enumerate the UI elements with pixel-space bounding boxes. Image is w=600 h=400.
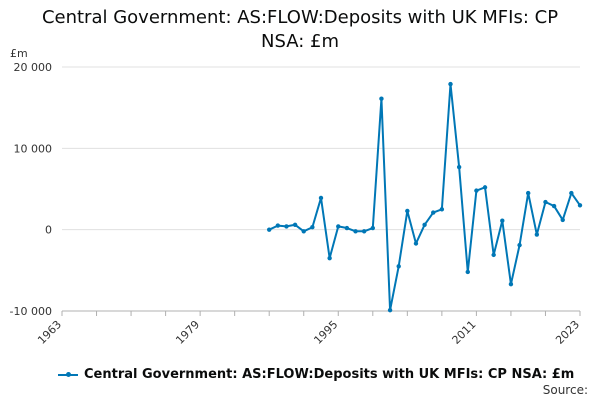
- data-point[interactable]: [517, 242, 522, 248]
- data-point[interactable]: [422, 222, 427, 227]
- data-point[interactable]: [543, 199, 548, 205]
- data-point[interactable]: [353, 229, 358, 234]
- data-point[interactable]: [284, 224, 289, 229]
- data-point[interactable]: [500, 218, 505, 223]
- data-point[interactable]: [405, 208, 410, 214]
- data-point[interactable]: [292, 222, 298, 227]
- series-layer: [267, 81, 583, 313]
- data-point[interactable]: [465, 269, 470, 275]
- data-point[interactable]: [344, 225, 350, 231]
- data-point[interactable]: [370, 225, 375, 231]
- x-tick-label: 2023: [553, 318, 582, 347]
- data-point[interactable]: [413, 241, 419, 246]
- data-point[interactable]: [396, 264, 401, 269]
- axes: -10 000 0 10 000 20 000 1963 1979 1995 2011 2023: [10, 61, 583, 347]
- y-tick-label: 10 000: [14, 142, 53, 155]
- x-tick-label: 1979: [173, 318, 202, 347]
- data-point[interactable]: [310, 225, 315, 230]
- series-line: [268, 83, 581, 312]
- data-point[interactable]: [301, 229, 306, 234]
- unit-label: £m: [10, 47, 28, 60]
- chart-title: Central Government: AS:FLOW:Deposits wit…: [41, 7, 559, 52]
- data-point[interactable]: [379, 96, 384, 101]
- x-tick-label: 1995: [311, 318, 340, 347]
- data-point[interactable]: [275, 223, 281, 228]
- legend-label: Central Government: AS:FLOW:Deposits wit…: [84, 367, 575, 382]
- data-point[interactable]: [482, 185, 488, 190]
- y-tick-label: 20 000: [14, 61, 53, 74]
- data-point[interactable]: [569, 190, 574, 196]
- legend-swatch-icon: [58, 370, 78, 380]
- data-point[interactable]: [336, 224, 341, 229]
- x-tick-label: 2011: [450, 318, 479, 347]
- data-point[interactable]: [534, 232, 540, 237]
- data-point[interactable]: [431, 210, 436, 215]
- data-point[interactable]: [439, 207, 445, 212]
- data-point[interactable]: [508, 281, 514, 287]
- data-point[interactable]: [456, 164, 462, 170]
- data-point[interactable]: [560, 217, 565, 223]
- data-point[interactable]: [387, 307, 393, 313]
- y-tick-label: -10 000: [10, 305, 52, 318]
- data-point[interactable]: [327, 255, 332, 261]
- data-point[interactable]: [491, 252, 496, 258]
- data-point[interactable]: [577, 203, 583, 208]
- gridlines: [62, 66, 580, 312]
- source-label: Source:: [542, 383, 588, 397]
- data-point[interactable]: [267, 227, 272, 232]
- data-point[interactable]: [318, 195, 324, 201]
- data-point[interactable]: [526, 190, 531, 196]
- data-point[interactable]: [448, 81, 453, 87]
- data-point[interactable]: [361, 229, 367, 234]
- data-point[interactable]: [551, 203, 557, 209]
- data-point[interactable]: [474, 188, 479, 193]
- x-tick-label: 1963: [35, 318, 64, 347]
- y-tick-label: 0: [45, 224, 52, 237]
- legend[interactable]: Central Government: AS:FLOW:Deposits wit…: [58, 367, 574, 382]
